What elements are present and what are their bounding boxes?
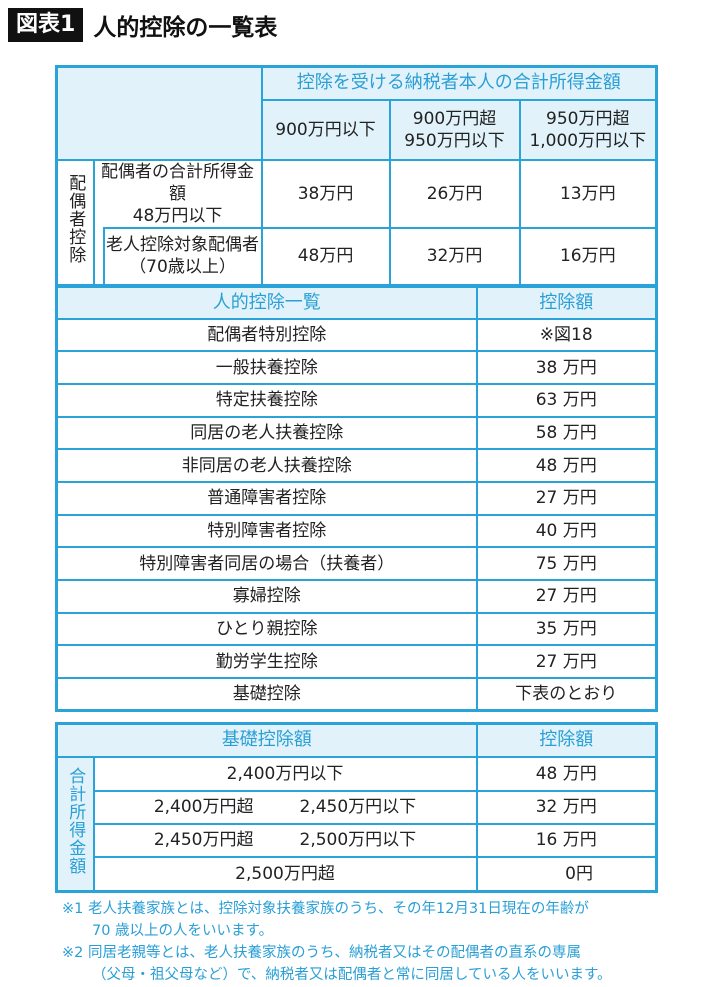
amount-cell: 48 万円 bbox=[475, 755, 658, 792]
table-row: 基礎控除 下表のとおり bbox=[55, 677, 658, 712]
footnote-cont: （父母・祖父母など）で、納税者又は配偶者と常に同居している人をいいます。 bbox=[92, 967, 612, 983]
deduction-amount: 27 万円 bbox=[475, 480, 658, 516]
deduction-name: 特定扶養控除 bbox=[55, 382, 478, 418]
deduction-amount: 63 万円 bbox=[475, 382, 658, 418]
deduction-amount: 38 万円 bbox=[475, 350, 658, 385]
value-cell: 26万円 bbox=[388, 158, 521, 229]
row-label: 配偶者の合計所得金額 48万円以下 bbox=[92, 158, 263, 228]
deduction-amount: ※図18 bbox=[475, 317, 658, 353]
deduction-name: 一般扶養控除 bbox=[55, 350, 478, 385]
col-header: 950万円超 1,000万円以下 bbox=[518, 98, 658, 161]
value-cell: 13万円 bbox=[518, 158, 658, 229]
value-cell: 16万円 bbox=[518, 226, 658, 287]
deduction-name: 基礎控除 bbox=[55, 677, 478, 712]
row-label: 老人控除対象配偶者 （70歳以上） bbox=[102, 226, 263, 287]
range-cell: 2,500万円超 bbox=[92, 855, 478, 893]
basic-deduction-table: 基礎控除額 控除額 合計所得金額 2,400万円以下 48 万円 2,400万円… bbox=[55, 722, 658, 893]
header-amount: 控除額 bbox=[475, 722, 658, 758]
table-row: 同居の老人扶養控除 58 万円 bbox=[55, 415, 658, 451]
col-header: 900万円超 950万円以下 bbox=[388, 98, 521, 161]
spouse-deduction-table: 控除を受ける納税者本人の合計所得金額 900万円以下 900万円超 950万円以下… bbox=[55, 65, 659, 287]
deduction-amount: 35 万円 bbox=[475, 611, 658, 647]
table-row: 特定扶養控除 63 万円 bbox=[55, 382, 658, 418]
deduction-amount: 48 万円 bbox=[475, 448, 658, 483]
table-row: 特別障害者同居の場合（扶養者） 75 万円 bbox=[55, 546, 658, 581]
header-deduction-name: 人的控除一覧 bbox=[55, 285, 478, 320]
footnote-cont: 70 歳以上の人をいいます。 bbox=[92, 923, 274, 939]
deduction-name: ひとり親控除 bbox=[55, 611, 478, 647]
deduction-amount: 40 万円 bbox=[475, 513, 658, 549]
deduction-name: 同居の老人扶養控除 bbox=[55, 415, 478, 451]
footnote: ※1 老人扶養家族とは、控除対象扶養家族のうち、その年12月31日現在の年齢が bbox=[62, 901, 589, 917]
figure-badge: 図表1 bbox=[8, 8, 84, 42]
amount-cell: 16 万円 bbox=[475, 822, 658, 858]
personal-deduction-table: 人的控除一覧 控除額 配偶者特別控除 ※図18 一般扶養控除 38 万円 特定扶養控除 6… bbox=[55, 285, 658, 713]
deduction-amount: 27 万円 bbox=[475, 644, 658, 680]
figure-heading: 人的控除の一覧表 bbox=[93, 15, 278, 41]
range-cell: 2,450万円超 2,500万円以下 bbox=[92, 822, 478, 858]
deduction-name: 非同居の老人扶養控除 bbox=[55, 448, 478, 483]
amount-cell: 0円 bbox=[475, 855, 658, 893]
deduction-amount: 75 万円 bbox=[475, 546, 658, 581]
col-header: 900万円以下 bbox=[260, 98, 391, 161]
header-amount: 控除額 bbox=[475, 285, 658, 320]
amount-cell: 32 万円 bbox=[475, 789, 658, 825]
deduction-amount: 下表のとおり bbox=[475, 677, 658, 712]
footnote: ※2 同居老親等とは、老人扶養家族のうち、納税者又はその配偶者の直系の専属 bbox=[62, 945, 581, 961]
income-header: 控除を受ける納税者本人の合計所得金額 bbox=[260, 65, 658, 101]
table-row: 非同居の老人扶養控除 48 万円 bbox=[55, 448, 658, 483]
deduction-amount: 27 万円 bbox=[475, 579, 658, 614]
deduction-name: 配偶者特別控除 bbox=[55, 317, 478, 353]
deduction-name: 勤労学生控除 bbox=[55, 644, 478, 680]
figure-title: 図表1 人的控除の一覧表 bbox=[8, 8, 277, 42]
deduction-amount: 58 万円 bbox=[475, 415, 658, 451]
value-cell: 38万円 bbox=[260, 158, 391, 229]
deduction-name: 寡婦控除 bbox=[55, 579, 478, 614]
table-row: 一般扶養控除 38 万円 bbox=[55, 350, 658, 385]
corner-cell bbox=[55, 65, 263, 161]
value-cell: 32万円 bbox=[388, 226, 521, 287]
range-cell: 2,400万円超 2,450万円以下 bbox=[92, 789, 478, 825]
table-row: ひとり親控除 35 万円 bbox=[55, 611, 658, 647]
table-row: 寡婦控除 27 万円 bbox=[55, 579, 658, 614]
header-basic: 基礎控除額 bbox=[55, 722, 478, 758]
deduction-name: 特別障害者同居の場合（扶養者） bbox=[55, 546, 478, 581]
range-cell: 2,400万円以下 bbox=[92, 755, 478, 792]
group-label: 合計所得金額 bbox=[55, 755, 95, 893]
table-row: 配偶者特別控除 ※図18 bbox=[55, 317, 658, 353]
table-row: 普通障害者控除 27 万円 bbox=[55, 480, 658, 516]
group-label: 配偶者控除 bbox=[55, 158, 95, 287]
value-cell: 48万円 bbox=[260, 226, 391, 287]
footnotes: ※1 老人扶養家族とは、控除対象扶養家族のうち、その年12月31日現在の年齢が … bbox=[62, 898, 612, 986]
table-row: 勤労学生控除 27 万円 bbox=[55, 644, 658, 680]
deduction-name: 普通障害者控除 bbox=[55, 480, 478, 516]
table-row: 特別障害者控除 40 万円 bbox=[55, 513, 658, 549]
deduction-name: 特別障害者控除 bbox=[55, 513, 478, 549]
